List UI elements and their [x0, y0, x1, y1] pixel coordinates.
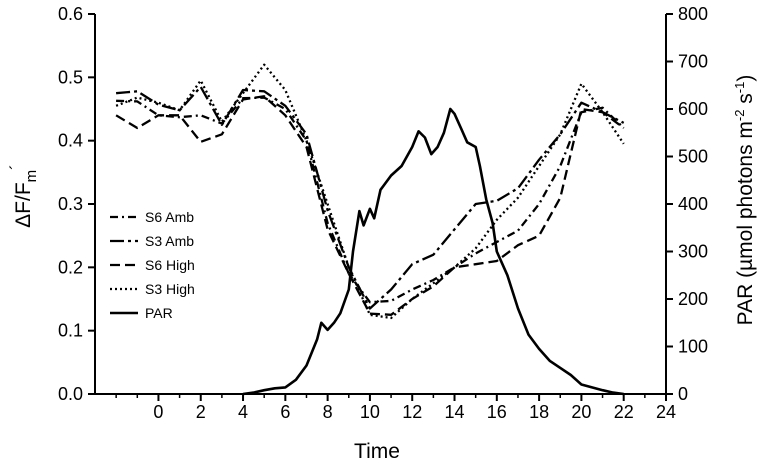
- x-tick-label: 16: [487, 402, 507, 422]
- x-tick-label: 6: [280, 402, 290, 422]
- x-tick-label: 2: [196, 402, 206, 422]
- y-right-tick-label: 200: [678, 289, 708, 309]
- y-right-tick-label: 100: [678, 337, 708, 357]
- series-line-s3-high: [115, 63, 625, 320]
- y-right-tick-label: 500: [678, 147, 708, 167]
- y-left-tick-label: 0.3: [58, 194, 83, 214]
- x-tick-label: 24: [656, 402, 676, 422]
- y-left-tick-label: 0.2: [58, 257, 83, 277]
- y-right-tick-label: 700: [678, 52, 708, 72]
- x-tick-label: 4: [238, 402, 248, 422]
- plot-lines: [115, 63, 625, 396]
- y-left-tick-label: 0.0: [58, 384, 83, 404]
- y-right-tick-label: 400: [678, 194, 708, 214]
- ticks: 0 2 4 6 8 10 12 14 16 18 20 22 240.00.10.20.30.40.50…: [58, 4, 708, 422]
- x-tick-label: 22: [614, 402, 634, 422]
- legend-label-s3-high: S3 High: [145, 281, 195, 297]
- y-right-tick-label: 300: [678, 242, 708, 262]
- series-line-s3-amb: [115, 85, 625, 310]
- x-tick-label: 8: [323, 402, 333, 422]
- axes: [94, 14, 667, 395]
- x-axis-title: Time: [354, 440, 400, 463]
- x-tick-label: 0: [153, 402, 163, 422]
- y-right-tick-label: 600: [678, 99, 708, 119]
- y-axis-right-title: PAR (µmol photons m-2 s-1): [732, 75, 757, 326]
- y-left-tick-label: 0.5: [58, 67, 83, 87]
- legend-label-s6-high: S6 High: [145, 257, 195, 273]
- y-left-tick-label: 0.6: [58, 4, 83, 24]
- y-right-tick-label: 0: [678, 384, 688, 404]
- x-tick-label: 20: [571, 402, 591, 422]
- legend-label-s6-amb: S6 Amb: [145, 209, 194, 225]
- x-tick-label: 10: [360, 402, 380, 422]
- legend: S6 Amb S3 Amb S6 High S3 High PAR: [110, 209, 195, 321]
- series-line-s6-amb: [116, 96, 625, 304]
- legend-label-par: PAR: [145, 305, 173, 321]
- x-tick-label: 14: [445, 402, 465, 422]
- series-line-par: [242, 107, 624, 396]
- y-axis-left-title: ΔF/Fm´: [7, 164, 40, 228]
- x-tick-label: 18: [529, 402, 549, 422]
- y-right-tick-label: 800: [678, 4, 708, 24]
- legend-label-s3-amb: S3 Amb: [145, 233, 194, 249]
- y-left-tick-label: 0.4: [58, 131, 83, 151]
- x-tick-label: 12: [402, 402, 422, 422]
- y-left-tick-label: 0.1: [58, 321, 83, 341]
